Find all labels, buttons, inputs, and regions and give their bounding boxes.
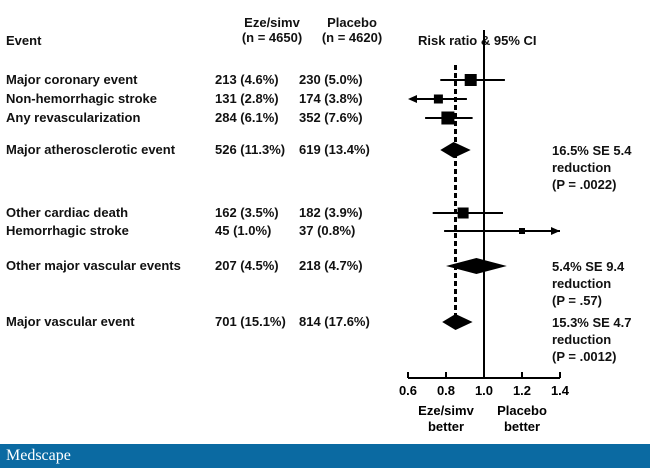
note-line: reduction xyxy=(552,276,612,291)
x-direction-label: better xyxy=(504,419,540,434)
x-direction-label: Placebo xyxy=(497,403,547,418)
note-line: (P = .0022) xyxy=(552,177,617,192)
point-estimate xyxy=(441,111,455,125)
point-estimate xyxy=(433,94,443,104)
header-plot: Risk ratio & 95% CI xyxy=(418,33,537,48)
forest-plot: 0.6 0.8 1.0 1.2 1.4Eze/simvbetterPlacebobett… xyxy=(399,30,570,434)
note-line: reduction xyxy=(552,160,612,175)
header-eze: Eze/simv (n = 4650) xyxy=(232,15,312,45)
x-tick-label: 1.2 xyxy=(513,383,531,398)
arrow-right-icon xyxy=(551,227,560,235)
event-label: Hemorrhagic stroke xyxy=(6,223,129,238)
event-label: Major vascular event xyxy=(6,314,135,329)
header-eze-n: (n = 4650) xyxy=(241,30,303,45)
placebo-count: 352 (7.6%) xyxy=(299,110,363,125)
note-line: reduction xyxy=(552,332,612,347)
eze-count: 701 (15.1%) xyxy=(215,314,286,329)
header-event: Event xyxy=(6,33,42,48)
footer-bar: Medscape xyxy=(0,444,650,468)
event-label: Major atherosclerotic event xyxy=(6,142,176,157)
pooled-diamond xyxy=(442,314,473,330)
event-label: Other cardiac death xyxy=(6,205,129,220)
note-line: 5.4% SE 9.4 xyxy=(552,259,625,274)
eze-count: 207 (4.5%) xyxy=(215,258,279,273)
eze-count: 526 (11.3%) xyxy=(215,142,286,157)
placebo-count: 182 (3.9%) xyxy=(299,205,363,220)
x-tick-label: 1.0 xyxy=(475,383,493,398)
note-line: 16.5% SE 5.4 xyxy=(552,143,632,158)
note-line: (P = .0012) xyxy=(552,349,617,364)
placebo-count: 218 (4.7%) xyxy=(299,258,363,273)
reduction-note: 16.5% SE 5.4 reduction (P = .0022) xyxy=(552,142,632,193)
eze-count: 284 (6.1%) xyxy=(215,110,279,125)
placebo-count: 814 (17.6%) xyxy=(299,314,370,329)
eze-count: 213 (4.6%) xyxy=(215,72,279,87)
x-tick-label: 1.4 xyxy=(551,383,570,398)
event-label: Non-hemorrhagic stroke xyxy=(6,91,157,106)
placebo-count: 619 (13.4%) xyxy=(299,142,370,157)
header-placebo: Placebo (n = 4620) xyxy=(312,15,392,45)
note-line: 15.3% SE 4.7 xyxy=(552,315,632,330)
placebo-count: 174 (3.8%) xyxy=(299,91,363,106)
x-direction-label: better xyxy=(428,419,464,434)
x-tick-label: 0.6 xyxy=(399,383,417,398)
placebo-count: 230 (5.0%) xyxy=(299,72,363,87)
note-line: (P = .57) xyxy=(552,293,602,308)
point-estimate xyxy=(464,74,477,86)
x-tick-label: 0.8 xyxy=(437,383,455,398)
eze-count: 162 (3.5%) xyxy=(215,205,279,220)
placebo-count: 37 (0.8%) xyxy=(299,223,356,238)
event-label: Major coronary event xyxy=(6,72,138,87)
header-eze-name: Eze/simv xyxy=(244,15,300,30)
eze-count: 45 (1.0%) xyxy=(215,223,272,238)
point-estimate xyxy=(519,228,525,234)
eze-count: 131 (2.8%) xyxy=(215,91,279,106)
pooled-diamond xyxy=(440,142,471,158)
header-placebo-n: (n = 4620) xyxy=(321,30,383,45)
point-estimate xyxy=(457,207,469,219)
reduction-note: 15.3% SE 4.7 reduction (P = .0012) xyxy=(552,314,632,365)
x-direction-label: Eze/simv xyxy=(418,403,474,418)
reduction-note: 5.4% SE 9.4 reduction (P = .57) xyxy=(552,258,624,309)
event-label: Any revascularization xyxy=(6,110,141,125)
pooled-diamond xyxy=(446,258,507,274)
header-placebo-name: Placebo xyxy=(327,15,377,30)
arrow-left-icon xyxy=(408,95,417,103)
medscape-logo: Medscape xyxy=(6,447,71,464)
event-label: Other major vascular events xyxy=(6,258,181,273)
